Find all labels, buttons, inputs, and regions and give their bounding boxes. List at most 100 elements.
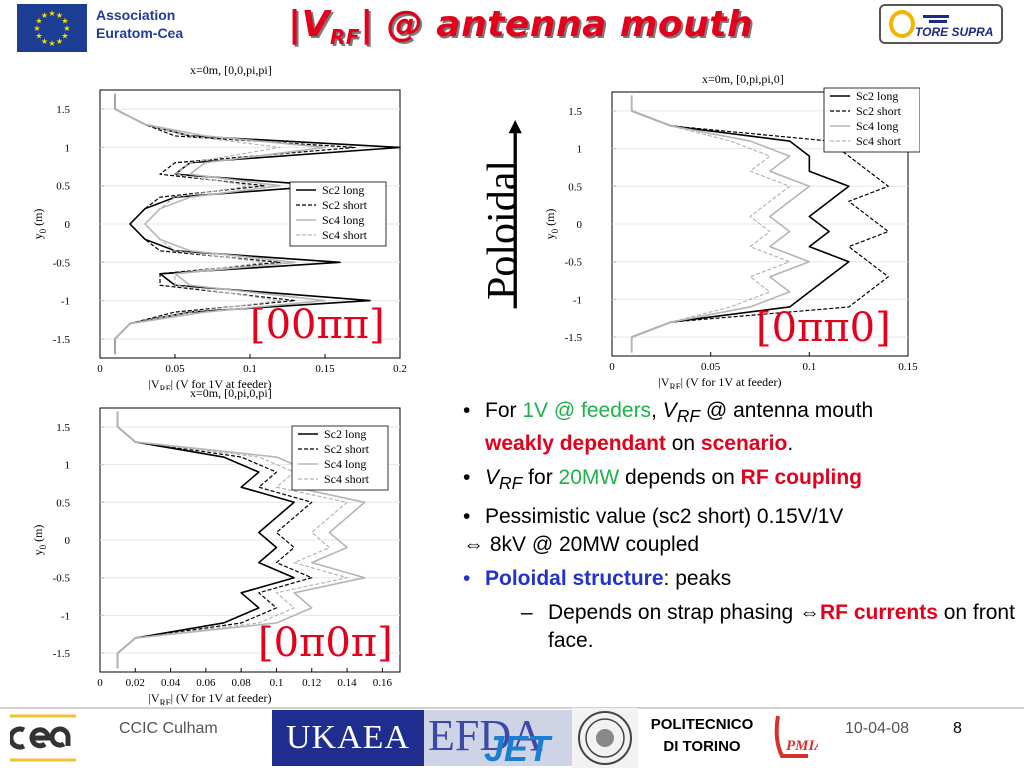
b1-comma: ,	[651, 399, 663, 422]
association-label: Association Euratom-Cea	[96, 6, 183, 42]
legend-label: Sc2 short	[322, 198, 368, 212]
bullet-dot: •	[463, 505, 471, 529]
lpmia-logo-icon: PMIA	[774, 715, 818, 758]
poloidal-arrow-icon	[508, 120, 522, 309]
tore-supra-logo: TORE SUPRA	[879, 4, 1003, 44]
b1-post: @ antenna mouth	[700, 399, 874, 422]
bullet-4: • Poloidal structure: peaks	[463, 565, 1018, 593]
association-line2: Euratom-Cea	[96, 25, 184, 41]
x-tick-label: 0.04	[161, 677, 181, 689]
svg-text:PMIA: PMIA	[786, 738, 818, 754]
y-tick-label: 0	[577, 219, 583, 231]
y-tick-label: 1	[65, 460, 71, 472]
legend-label: Sc4 short	[324, 472, 370, 486]
y-axis-label-part: y	[543, 233, 557, 239]
star-icon: ★	[33, 24, 40, 33]
footer-conference: CCIC Culham	[119, 720, 218, 737]
x-axis-label: |VRF| (V for 1V at feeder)	[148, 377, 271, 390]
y-tick-label: 0.5	[56, 181, 70, 193]
x-tick-label: 0.02	[126, 677, 145, 689]
star-icon: ★	[48, 9, 55, 18]
x-tick-label: 0.1	[270, 677, 284, 689]
x-tick-label: 0.1	[802, 361, 816, 373]
b1-v: V	[662, 399, 677, 422]
plot2-title: x=0m, [0,pi,pi,0]	[702, 72, 784, 86]
politecnico-logo: POLITECNICO DI TORINO	[640, 714, 764, 758]
star-icon: ★	[35, 32, 42, 41]
x-axis-label-part: |V	[658, 375, 669, 389]
cea-logo-icon	[10, 714, 76, 762]
x-axis-label: |VRF| (V for 1V at feeder)	[658, 375, 781, 389]
legend-label: Sc2 long	[324, 427, 366, 441]
y-axis-label-sub: 0	[38, 544, 48, 549]
b1-green: 1V @ feeders	[522, 399, 652, 422]
s1-post: on front face.	[548, 601, 1015, 653]
plot2-svg: 1.5 1 0.5 0 -0.5 -1 -1.5 0 0.05 0.1 0.15 |VRF| (V f…	[543, 87, 920, 389]
b3-line2: ⇔ 8kV @ 20MW coupled	[463, 533, 700, 557]
b2-mid: depends on	[619, 466, 741, 490]
logo-bar-icon	[923, 15, 949, 18]
slide-title: |VRF| @ antenna mouth	[288, 4, 753, 49]
y-tick-label: 1.5	[568, 106, 582, 118]
bullet-3: • Pessimistic value (sc2 short) 0.15V/1V…	[463, 503, 1018, 559]
y-axis-label-part: (m)	[543, 209, 557, 229]
b1-end: .	[787, 432, 794, 456]
y-axis-label: y0 (m)	[31, 525, 48, 556]
x-axis-label-sub: RF	[160, 384, 171, 390]
x-tick-label: 0	[609, 361, 615, 373]
x-axis-label-sub: RF	[160, 698, 171, 705]
s1-red: RF currents	[820, 601, 938, 625]
y-axis-label: y0 (m)	[543, 209, 560, 240]
s1-pre: Depends on strap phasing ⇔	[548, 601, 821, 625]
bullet-list: • For 1V @ feeders, VRF @ antenna mouth …	[463, 397, 1018, 655]
legend-label: Sc4 long	[856, 119, 898, 133]
b2-v: V	[485, 466, 500, 490]
efda-jet-logo: EFDA JET	[424, 710, 572, 766]
y-tick-label: 1.5	[56, 422, 70, 434]
y-tick-label: -1	[573, 294, 582, 306]
series-line-1	[117, 411, 313, 669]
y-tick-label: -0.5	[53, 573, 71, 585]
x-axis-label-part: |V	[148, 377, 159, 390]
x-tick-label: 0	[97, 363, 103, 375]
x-axis-label: |VRF| (V for 1V at feeder)	[148, 691, 271, 705]
eu-flag-logo: ★ ★ ★ ★ ★ ★ ★ ★ ★ ★ ★ ★	[17, 4, 87, 52]
y-tick-label: 0	[65, 219, 71, 231]
series-line-1	[114, 93, 356, 355]
b1-red1: weakly dependant	[485, 432, 666, 456]
legend-label: Sc2 short	[856, 104, 902, 118]
b4-post: : peaks	[663, 567, 732, 591]
x-axis-label-part: | (V for 1V at feeder)	[171, 377, 272, 390]
plot3-phase-label: [0π0π]	[258, 620, 393, 666]
title-part-rest: | @ antenna mouth	[360, 4, 754, 45]
legend-label: Sc4 long	[322, 213, 364, 227]
footer-divider	[0, 707, 1024, 709]
b2-sub: RF	[499, 473, 523, 494]
series-line-3	[117, 411, 348, 669]
poli-line2: DI TORINO	[663, 738, 741, 755]
bullet-2: • VRF for 20MW depends on RF coupling	[463, 464, 1018, 497]
y-tick-label: -1.5	[53, 334, 71, 346]
jet-text: JET	[484, 728, 551, 766]
poloidal-label: Poloidal	[480, 159, 526, 300]
plot1-svg: 1.5 1 0.5 0 -0.5 -1 -1.5 0 0.05 0.1 0.15 0.2 |VRF| (…	[31, 89, 407, 390]
x-axis-label-part: | (V for 1V at feeder)	[681, 375, 782, 389]
legend-label: Sc4 short	[322, 228, 368, 242]
plot1-phase-label: [00ππ]	[250, 302, 385, 348]
bullet-dot: •	[463, 567, 471, 591]
star-icon: ★	[63, 24, 70, 33]
ukaea-logo: UKAEA	[272, 710, 424, 766]
poli-line1: POLITECNICO	[650, 716, 754, 733]
b2-for: for	[522, 466, 559, 490]
logo-circle-icon	[889, 10, 915, 38]
b4-blue: Poloidal structure	[485, 567, 664, 591]
x-tick-label: 0.15	[315, 363, 335, 375]
x-tick-label: 0.2	[393, 363, 407, 375]
y-axis-label-part: (m)	[31, 209, 45, 229]
bullet-dot: •	[463, 466, 471, 490]
sub-bullet-dash: –	[521, 601, 533, 625]
series-line-3	[114, 93, 281, 355]
x-axis-label-part: |V	[148, 691, 159, 705]
footer-date: 10-04-08	[845, 720, 910, 737]
efda-text: EFDA	[428, 711, 543, 760]
